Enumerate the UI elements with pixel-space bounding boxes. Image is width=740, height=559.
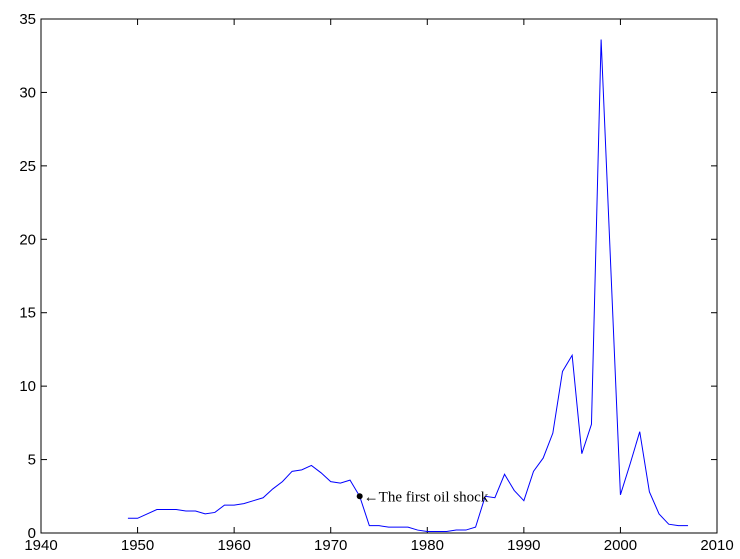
axes-box [40,18,718,534]
y-tick-label: 30 [19,84,36,101]
x-tick-label: 1960 [217,537,250,554]
y-tick-label: 10 [19,378,36,395]
annotation-marker [356,493,363,500]
x-tick-label: 1970 [314,537,347,554]
y-tick-label: 20 [19,231,36,248]
x-tick-label: 1990 [507,537,540,554]
y-tick-label: 0 [28,525,36,542]
y-tick-label: 35 [19,11,36,28]
x-tick-label: 2010 [700,537,733,554]
x-tick-label: 1980 [411,537,444,554]
annotation-text: ←The first oil shock [364,489,489,505]
x-tick-label: 1950 [121,537,154,554]
y-tick-label: 25 [19,158,36,175]
y-tick-label: 5 [28,452,36,469]
data-line [127,39,689,533]
x-tick-label: 2000 [604,537,637,554]
y-tick-label: 15 [19,305,36,322]
x-tick-label: 1940 [24,537,57,554]
